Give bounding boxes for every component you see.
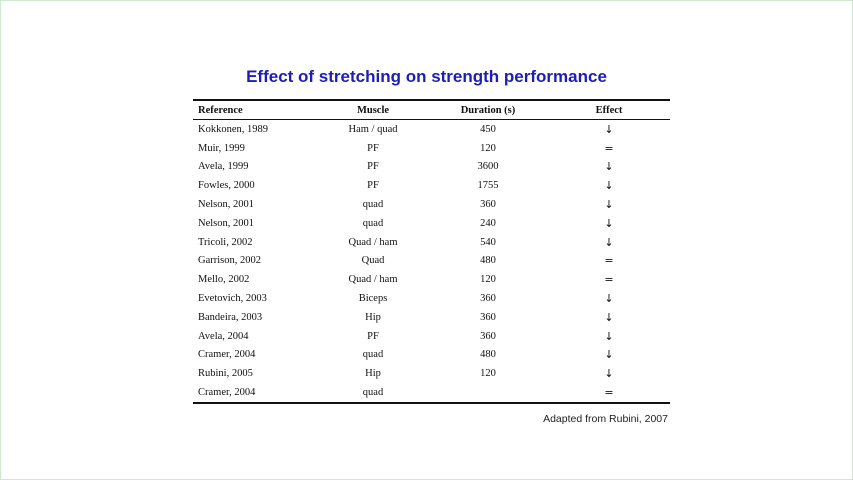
- cell-effect: =: [604, 386, 614, 400]
- cell-muscle: Hip: [365, 368, 381, 380]
- cell-reference: Bandeira, 2003: [198, 311, 263, 323]
- cell-muscle: Biceps: [358, 293, 388, 305]
- slide-title: Effect of stretching on strength perform…: [246, 67, 607, 86]
- cell-duration: 540: [480, 236, 496, 248]
- table-row: Tricoli, 2002 Quad / ham 540 ↓: [193, 233, 670, 252]
- cell-effect: ↓: [604, 160, 614, 174]
- cell-duration: 480: [480, 349, 496, 361]
- table-row: Cramer, 2004 quad =: [193, 383, 670, 403]
- source-note: Adapted from Rubini, 2007: [543, 413, 668, 425]
- cell-reference: Cramer, 2004: [198, 387, 256, 399]
- cell-reference: Kokkonen, 1989: [198, 123, 268, 135]
- studies-table: Reference Muscle Duration (s) Effect Kok…: [193, 99, 670, 404]
- cell-muscle: PF: [367, 330, 379, 342]
- cell-muscle: Quad / ham: [348, 274, 398, 286]
- cell-reference: Evetovich, 2003: [198, 293, 267, 305]
- cell-effect: ↓: [604, 329, 614, 343]
- table-row: Muir, 1999 PF 120 =: [193, 139, 670, 158]
- cell-muscle: Quad: [361, 255, 385, 267]
- studies-table-container: Reference Muscle Duration (s) Effect Kok…: [193, 99, 670, 404]
- cell-effect: ↓: [604, 198, 614, 212]
- cell-effect: ↓: [604, 235, 614, 249]
- cell-duration: 480: [480, 255, 496, 267]
- cell-duration: 3600: [477, 161, 499, 173]
- cell-muscle: Quad / ham: [348, 236, 398, 248]
- cell-effect: ↓: [604, 292, 614, 306]
- cell-reference: Cramer, 2004: [198, 349, 256, 361]
- cell-duration: [428, 383, 548, 403]
- cell-reference: Nelson, 2001: [198, 199, 254, 211]
- cell-reference: Avela, 2004: [198, 330, 249, 342]
- cell-effect: ↓: [604, 179, 614, 193]
- cell-reference: Mello, 2002: [198, 274, 250, 286]
- cell-duration: 360: [480, 293, 496, 305]
- cell-duration: 240: [480, 217, 496, 229]
- cell-effect: ↓: [604, 216, 614, 230]
- table-row: Bandeira, 2003 Hip 360 ↓: [193, 308, 670, 327]
- cell-duration: 360: [480, 330, 496, 342]
- cell-effect: =: [604, 273, 614, 287]
- cell-effect: =: [604, 141, 614, 155]
- cell-duration: 120: [480, 274, 496, 286]
- cell-reference: Avela, 1999: [198, 161, 249, 173]
- table-row: Nelson, 2001 quad 240 ↓: [193, 214, 670, 233]
- cell-reference: Muir, 1999: [198, 142, 245, 154]
- table-row: Garrison, 2002 Quad 480 =: [193, 252, 670, 271]
- cell-muscle: quad: [362, 349, 384, 361]
- cell-effect: ↓: [604, 348, 614, 362]
- table-row: Mello, 2002 Quad / ham 120 =: [193, 270, 670, 289]
- table-row: Cramer, 2004 quad 480 ↓: [193, 346, 670, 365]
- cell-duration: 120: [480, 142, 496, 154]
- cell-muscle: PF: [367, 161, 379, 173]
- cell-duration: 450: [480, 123, 496, 135]
- cell-reference: Tricoli, 2002: [198, 236, 253, 248]
- cell-muscle: quad: [362, 217, 384, 229]
- table-row: Evetovich, 2003 Biceps 360 ↓: [193, 289, 670, 308]
- cell-effect: ↓: [604, 122, 614, 136]
- cell-reference: Fowles, 2000: [198, 180, 255, 192]
- cell-reference: Garrison, 2002: [198, 255, 261, 267]
- header-effect: Effect: [595, 104, 623, 116]
- header-row: Reference Muscle Duration (s) Effect: [193, 100, 670, 120]
- cell-muscle: PF: [367, 180, 379, 192]
- cell-reference: Nelson, 2001: [198, 217, 254, 229]
- cell-muscle: quad: [362, 199, 384, 211]
- cell-reference: Rubini, 2005: [198, 368, 253, 380]
- cell-effect: =: [604, 254, 614, 268]
- table-body: Kokkonen, 1989 Ham / quad 450 ↓ Muir, 1999 PF…: [193, 120, 670, 403]
- cell-muscle: Ham / quad: [348, 123, 398, 135]
- table-row: Avela, 2004 PF 360 ↓: [193, 327, 670, 346]
- cell-effect: ↓: [604, 310, 614, 324]
- header-duration: Duration (s): [460, 104, 516, 116]
- header-reference: Reference: [198, 104, 243, 116]
- cell-duration: 360: [480, 311, 496, 323]
- table-row: Fowles, 2000 PF 1755 ↓: [193, 176, 670, 195]
- table-row: Nelson, 2001 quad 360 ↓: [193, 195, 670, 214]
- table-header: Reference Muscle Duration (s) Effect: [193, 100, 670, 120]
- cell-duration: 1755: [477, 180, 499, 192]
- cell-effect: ↓: [604, 367, 614, 381]
- table-row: Avela, 1999 PF 3600 ↓: [193, 158, 670, 177]
- cell-muscle: Hip: [365, 311, 381, 323]
- table-row: Kokkonen, 1989 Ham / quad 450 ↓: [193, 120, 670, 139]
- cell-duration: 120: [480, 368, 496, 380]
- cell-muscle: PF: [367, 142, 379, 154]
- header-muscle: Muscle: [356, 104, 390, 116]
- table-row: Rubini, 2005 Hip 120 ↓: [193, 364, 670, 383]
- cell-muscle: quad: [362, 387, 384, 399]
- cell-duration: 360: [480, 199, 496, 211]
